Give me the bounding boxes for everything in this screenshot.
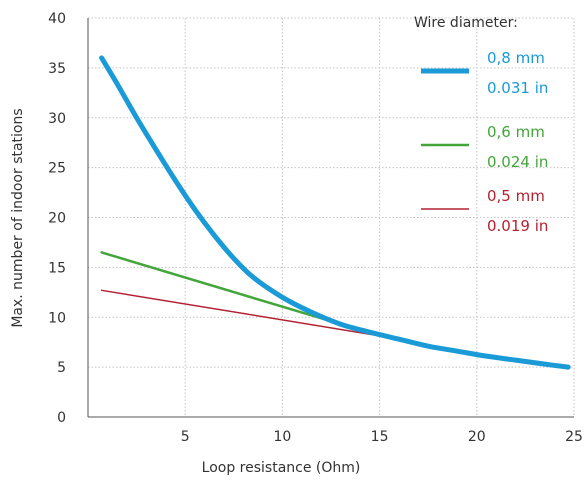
y-tick-label: 40: [48, 11, 66, 27]
legend-label-0-8mm: 0,8 mm: [487, 49, 545, 67]
legend-label-inch-0-6mm: 0.024 in: [487, 153, 548, 171]
series-lines: [99, 55, 571, 370]
legend-label-0-5mm: 0,5 mm: [487, 187, 545, 205]
axes: [87, 18, 574, 418]
y-tick-label: 0: [57, 410, 66, 426]
x-axis-label: Loop resistance (Ohm): [202, 460, 361, 476]
x-tick-label: 15: [371, 429, 389, 445]
legend-title: Wire diameter:: [414, 15, 518, 31]
y-axis-label: Max. number of indoor stations: [10, 108, 26, 327]
x-tick-label: 20: [468, 429, 486, 445]
y-tick-label: 25: [48, 161, 66, 177]
x-tick-label: 5: [181, 429, 190, 445]
x-tick-label: 25: [565, 429, 583, 445]
legend-label-0-6mm: 0,6 mm: [487, 123, 545, 141]
tick-labels: 0 5 10 15 20 25 30 35 40 5 10 15 20 25: [48, 11, 583, 445]
y-tick-label: 5: [57, 360, 66, 376]
series-line-0-8mm: [99, 55, 571, 370]
y-tick-label: 20: [48, 211, 66, 227]
legend-label-inch-0-5mm: 0.019 in: [487, 217, 548, 235]
legend-label-inch-0-8mm: 0.031 in: [487, 79, 548, 97]
y-tick-label: 30: [48, 111, 66, 127]
y-tick-label: 15: [48, 260, 66, 276]
y-tick-label: 35: [48, 61, 66, 77]
x-tick-label: 10: [273, 429, 291, 445]
legend: Wire diameter: 0,8 mm 0.031 in 0,6 mm 0.024…: [414, 15, 548, 235]
y-tick-label: 10: [48, 310, 66, 326]
series-line-0-6mm: [100, 251, 333, 323]
grid-lines: [88, 17, 575, 417]
